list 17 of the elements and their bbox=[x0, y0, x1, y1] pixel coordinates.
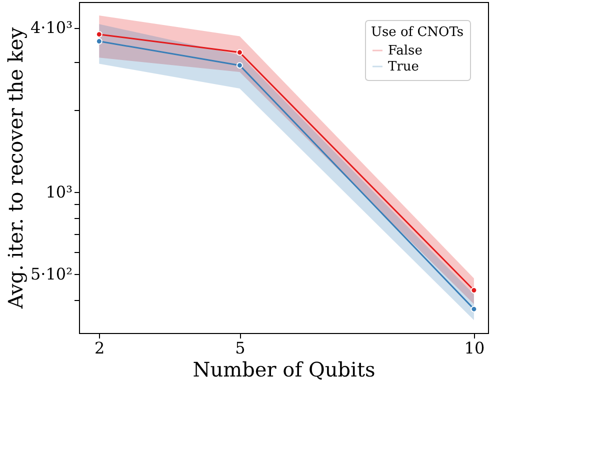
point bbox=[470, 306, 478, 312]
point bbox=[470, 287, 478, 294]
y-tick-label: 5·10² bbox=[30, 264, 72, 284]
x-axis-title: Number of Qubits bbox=[192, 358, 376, 382]
y-tick-label: 4·10³ bbox=[30, 18, 72, 38]
point bbox=[96, 38, 102, 45]
y-axis-title: Avg. iter. to recover the key bbox=[3, 26, 28, 310]
x-tick-label: 10 bbox=[464, 338, 485, 358]
legend-title: Use of CNOTs bbox=[371, 25, 464, 40]
legend-label: True bbox=[388, 60, 420, 74]
point bbox=[236, 62, 243, 69]
legend-label: False bbox=[388, 44, 423, 58]
x-tick-label: 5 bbox=[235, 338, 246, 358]
point bbox=[236, 49, 243, 56]
point bbox=[96, 31, 102, 38]
y-tick-label: 10³ bbox=[46, 182, 72, 202]
x-tick-label: 2 bbox=[94, 338, 105, 358]
